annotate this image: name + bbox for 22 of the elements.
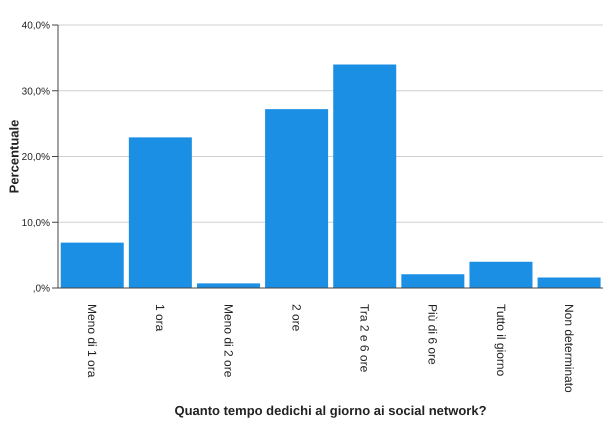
y-tick-label: 10,0% (22, 218, 50, 229)
y-tick-label: 30,0% (22, 86, 50, 98)
x-tick-label: 1 ora (153, 304, 168, 332)
x-tick-label: Più di 6 ore (426, 304, 440, 366)
y-tick-label: 20,0% (22, 152, 50, 164)
x-tick-label: Tutto il giorno (494, 304, 508, 377)
bar (469, 262, 532, 288)
y-axis-title: Percentuale (6, 120, 22, 194)
x-tick-label: 2 ore (289, 304, 304, 332)
bar (265, 109, 328, 288)
bar (538, 277, 601, 288)
x-tick-label: Tra 2 e 6 ore (358, 304, 372, 373)
bar (128, 137, 192, 288)
x-tick-label: Meno di 1 ora (85, 304, 100, 378)
x-tick-label: Meno di 2 ore (221, 304, 236, 378)
bar (60, 242, 124, 288)
bar (333, 64, 396, 288)
x-tick-label: Non determinato (562, 304, 576, 394)
y-tick-label: ,0% (32, 284, 50, 295)
x-axis-title: Quanto tempo dedichi al giorno ai social network? (173, 403, 488, 418)
bar (401, 274, 464, 288)
y-tick-label: 40,0% (22, 20, 50, 32)
